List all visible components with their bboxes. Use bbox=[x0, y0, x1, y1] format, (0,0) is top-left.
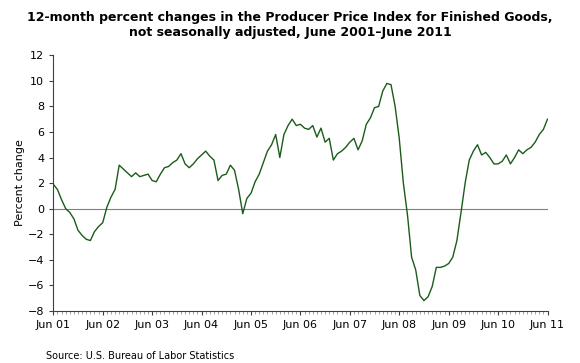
Text: 12-month percent changes in the Producer Price Index for Finished Goods,
not sea: 12-month percent changes in the Producer… bbox=[27, 11, 553, 39]
Y-axis label: Percent change: Percent change bbox=[15, 140, 25, 227]
Text: Source: U.S. Bureau of Labor Statistics: Source: U.S. Bureau of Labor Statistics bbox=[46, 351, 235, 361]
